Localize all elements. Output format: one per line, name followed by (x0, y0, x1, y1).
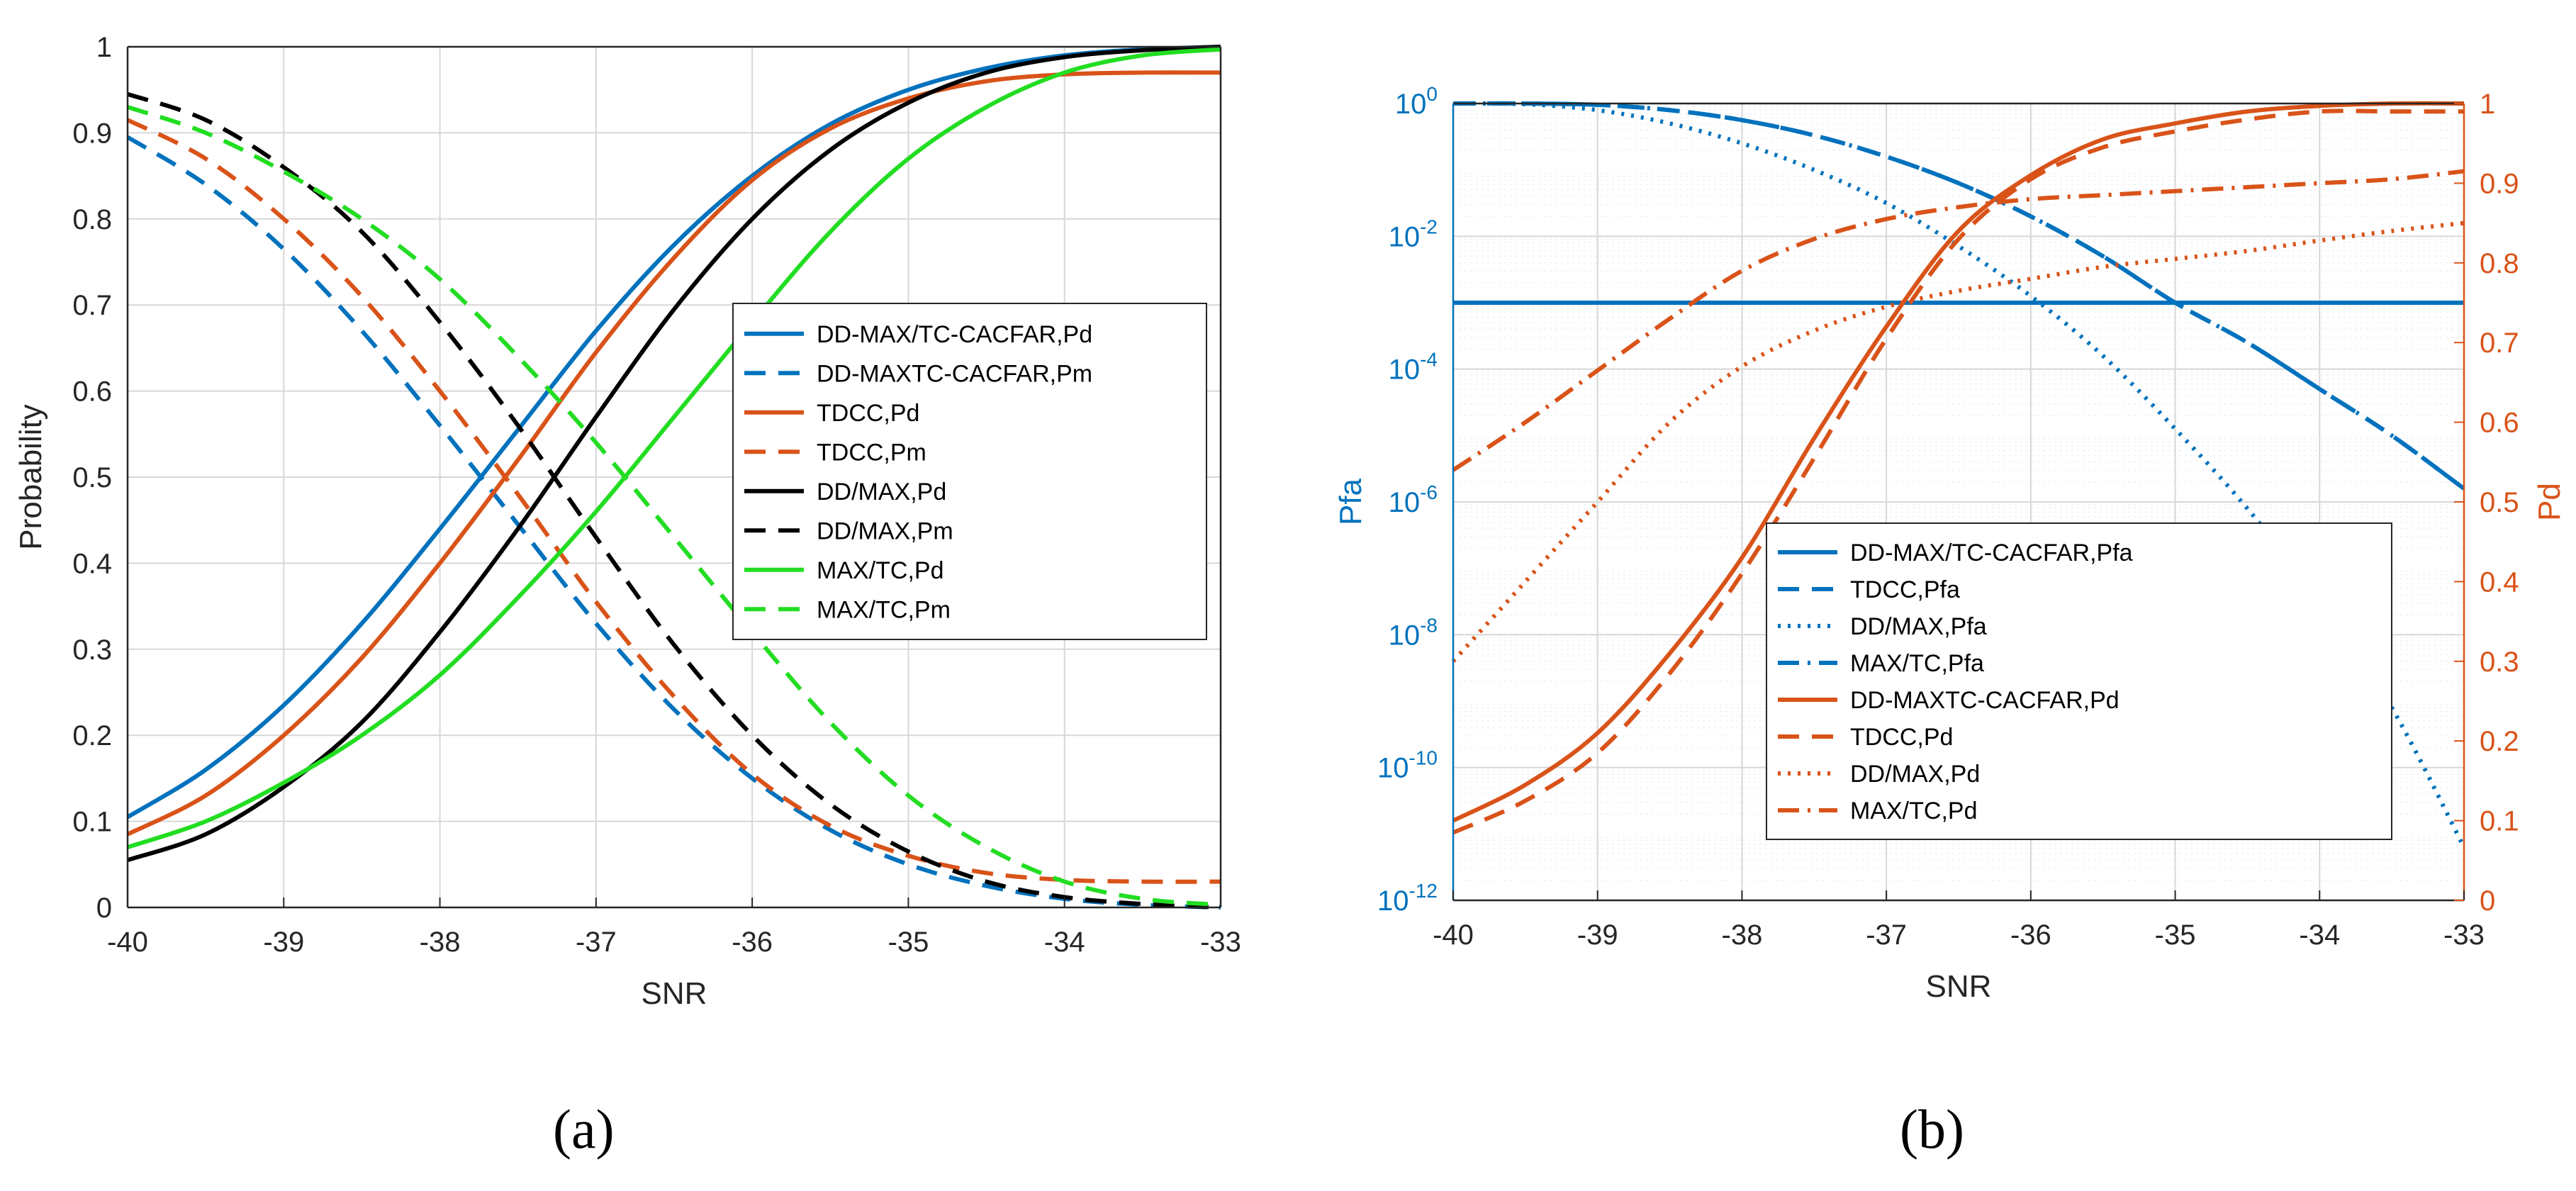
caption-a: (a) (553, 1098, 615, 1160)
y-right-tick-label: 1 (2480, 89, 2495, 120)
y-tick-label: 0.4 (72, 548, 112, 579)
y-right-tick-label: 0.5 (2480, 487, 2519, 518)
series-line-max-tc-pd (127, 47, 1221, 849)
legend-box (1766, 522, 2392, 840)
y-right-tick-label: 0.6 (2480, 408, 2519, 439)
x-tick-label: -34 (2299, 919, 2340, 951)
chart-a: -40 -39 -38 -37 -36 -35 -34 -33 SNR 0 0.1 0.2 0.3 0.4… (13, 32, 1241, 1011)
y-tick-label: 0.6 (72, 376, 112, 408)
legend-label: MAX/TC,Pfa (1850, 650, 1984, 677)
series-line-dd-maxtc-cacfar-pd (1452, 101, 2465, 823)
x-tick-label: -37 (1866, 919, 1907, 951)
series-line-tdcc-pd (126, 70, 1221, 837)
legend-label: DD/MAX,Pm (817, 518, 953, 544)
legend-label: TDCC,Pfa (1850, 576, 1960, 603)
x-tick-label: -40 (1433, 919, 1474, 951)
x-tick-label: -40 (107, 927, 148, 958)
y-tick-label: 0.5 (72, 462, 112, 493)
series-line-max-tc-pd (1452, 169, 2465, 472)
legend-label: DD/MAX,Pd (817, 479, 946, 505)
caption-b: (b) (1900, 1098, 1964, 1160)
y-left-tick-label: 10-6 (1389, 481, 1438, 518)
x-tick-label: -39 (1577, 919, 1618, 951)
y-tick-label: 1 (96, 32, 112, 63)
x-tick-label: -36 (2010, 919, 2051, 951)
y-right-tick-label: 0.4 (2480, 566, 2519, 598)
x-tick-label: -38 (420, 927, 461, 958)
y-right-axis-label: Pd (2532, 483, 2567, 521)
series-line-max-tc-pm (127, 105, 1221, 907)
legend-box (732, 303, 1207, 640)
legend-label: DD/MAX,Pd (1850, 761, 1980, 788)
y-axis-label: Probability (13, 404, 48, 549)
y-left-tick-label: 10-12 (1377, 880, 1438, 917)
y-right-tick-label: 0 (2480, 885, 2495, 917)
legend-label: TDCC,Pd (1850, 724, 1953, 751)
x-axis-label: SNR (642, 976, 707, 1011)
series-line-tdcc-pd (1452, 108, 2464, 835)
y-right-tick-label: 0.8 (2480, 248, 2519, 279)
x-axis-label: SNR (1926, 969, 1992, 1004)
x-tick-label: -38 (1722, 919, 1763, 951)
chart-b: -40 -39 -38 -37 -36 -35 -34 -33SNR10010-210-410… (1333, 83, 2567, 1004)
y-right-tick-label: 0.1 (2480, 806, 2519, 837)
y-right-tick-label: 0.3 (2480, 647, 2519, 678)
y-left-tick-label: 10-2 (1389, 216, 1438, 252)
x-tick-label: -35 (2155, 919, 2196, 951)
y-left-tick-label: 10-10 (1377, 747, 1438, 784)
y-left-tick-label: 100 (1395, 83, 1438, 120)
legend-label: DD-MAX/TC-CACFAR,Pd (817, 321, 1092, 348)
y-tick-label: 0.2 (72, 720, 112, 751)
x-tick-label: -33 (2443, 919, 2485, 951)
y-left-axis-label: Pfa (1333, 478, 1368, 525)
series-line-dd-max-tc-cacfar-pd (126, 45, 1221, 820)
legend-label: DD-MAX/TC-CACFAR,Pfa (1850, 539, 2133, 566)
x-tick-label: -39 (263, 927, 304, 958)
y-tick-label: 0.9 (72, 118, 112, 149)
x-tick-label: -34 (1044, 927, 1085, 958)
y-right-tick-label: 0.2 (2480, 726, 2519, 757)
y-tick-label: 0 (96, 893, 112, 924)
x-tick-label: -36 (732, 927, 773, 958)
y-tick-label: 0.1 (72, 807, 112, 838)
y-tick-label: 0.3 (72, 634, 112, 666)
series-line-tdcc-pm (126, 118, 1221, 884)
series-line-max-tc-pfa (1452, 101, 2465, 491)
y-left-tick-label: 10-4 (1389, 349, 1438, 386)
x-tick-label: -35 (888, 927, 929, 958)
legend-label: TDCC,Pm (817, 439, 926, 466)
legend-label: DD-MAXTC-CACFAR,Pm (817, 360, 1092, 387)
x-tick-label: -33 (1200, 927, 1241, 958)
legend-label: MAX/TC,Pd (817, 557, 943, 584)
series-line-dd-max-pd (1451, 220, 2465, 663)
legend-label: DD/MAX,Pfa (1850, 613, 1987, 640)
y-tick-label: 0.8 (72, 204, 112, 235)
x-tick-label: -37 (576, 927, 617, 958)
y-right-tick-label: 0.7 (2480, 328, 2519, 359)
y-left-tick-label: 10-8 (1389, 614, 1438, 651)
series-line-tdcc-pfa (1452, 101, 2465, 491)
legend-label: TDCC,Pd (817, 400, 919, 427)
y-right-tick-label: 0.9 (2480, 168, 2519, 199)
series-line-dd-maxtc-cacfar-pm (126, 135, 1221, 910)
y-tick-label: 0.7 (72, 290, 112, 321)
legend-label: MAX/TC,Pm (817, 596, 951, 623)
legend-label: DD-MAXTC-CACFAR,Pd (1850, 687, 2119, 714)
legend-label: MAX/TC,Pd (1850, 798, 1977, 824)
